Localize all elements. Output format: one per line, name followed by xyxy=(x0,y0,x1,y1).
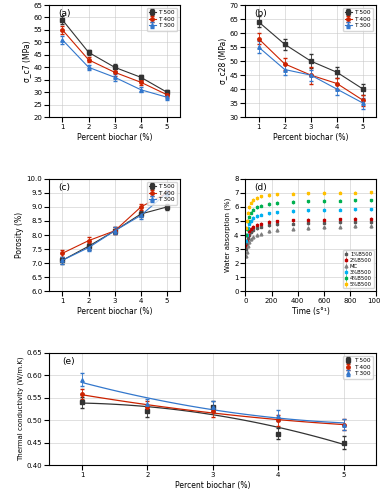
X-axis label: Percent biochar (%): Percent biochar (%) xyxy=(175,480,250,490)
X-axis label: Percent biochar (%): Percent biochar (%) xyxy=(273,133,348,142)
Text: (b): (b) xyxy=(255,10,268,18)
Legend: 1%B500, 2%B500, MC, 3%B500, 4%B500, 5%B500: 1%B500, 2%B500, MC, 3%B500, 4%B500, 5%B5… xyxy=(343,250,374,288)
X-axis label: Percent biochar (%): Percent biochar (%) xyxy=(77,133,152,142)
X-axis label: Percent biochar (%): Percent biochar (%) xyxy=(77,307,152,316)
Text: (a): (a) xyxy=(59,10,71,18)
Y-axis label: Porosity (%): Porosity (%) xyxy=(15,212,24,258)
Legend: T 500, T 400, T 300: T 500, T 400, T 300 xyxy=(147,182,177,204)
Legend: T 500, T 400, T 300: T 500, T 400, T 300 xyxy=(343,8,373,31)
Y-axis label: Water absorption (%): Water absorption (%) xyxy=(225,198,231,272)
Legend: T 500, T 400, T 300: T 500, T 400, T 300 xyxy=(343,356,373,378)
Y-axis label: Thermal conductivity (W/m.K): Thermal conductivity (W/m.K) xyxy=(17,356,24,461)
X-axis label: Time (s°¹): Time (s°¹) xyxy=(292,307,330,316)
Text: (d): (d) xyxy=(255,184,268,192)
Y-axis label: σ_c28 (MPa): σ_c28 (MPa) xyxy=(218,38,227,84)
Legend: T 500, T 400, T 300: T 500, T 400, T 300 xyxy=(147,8,177,31)
Text: (e): (e) xyxy=(62,358,75,366)
Y-axis label: σ_c7 (MPa): σ_c7 (MPa) xyxy=(22,40,31,82)
Text: (c): (c) xyxy=(59,184,71,192)
